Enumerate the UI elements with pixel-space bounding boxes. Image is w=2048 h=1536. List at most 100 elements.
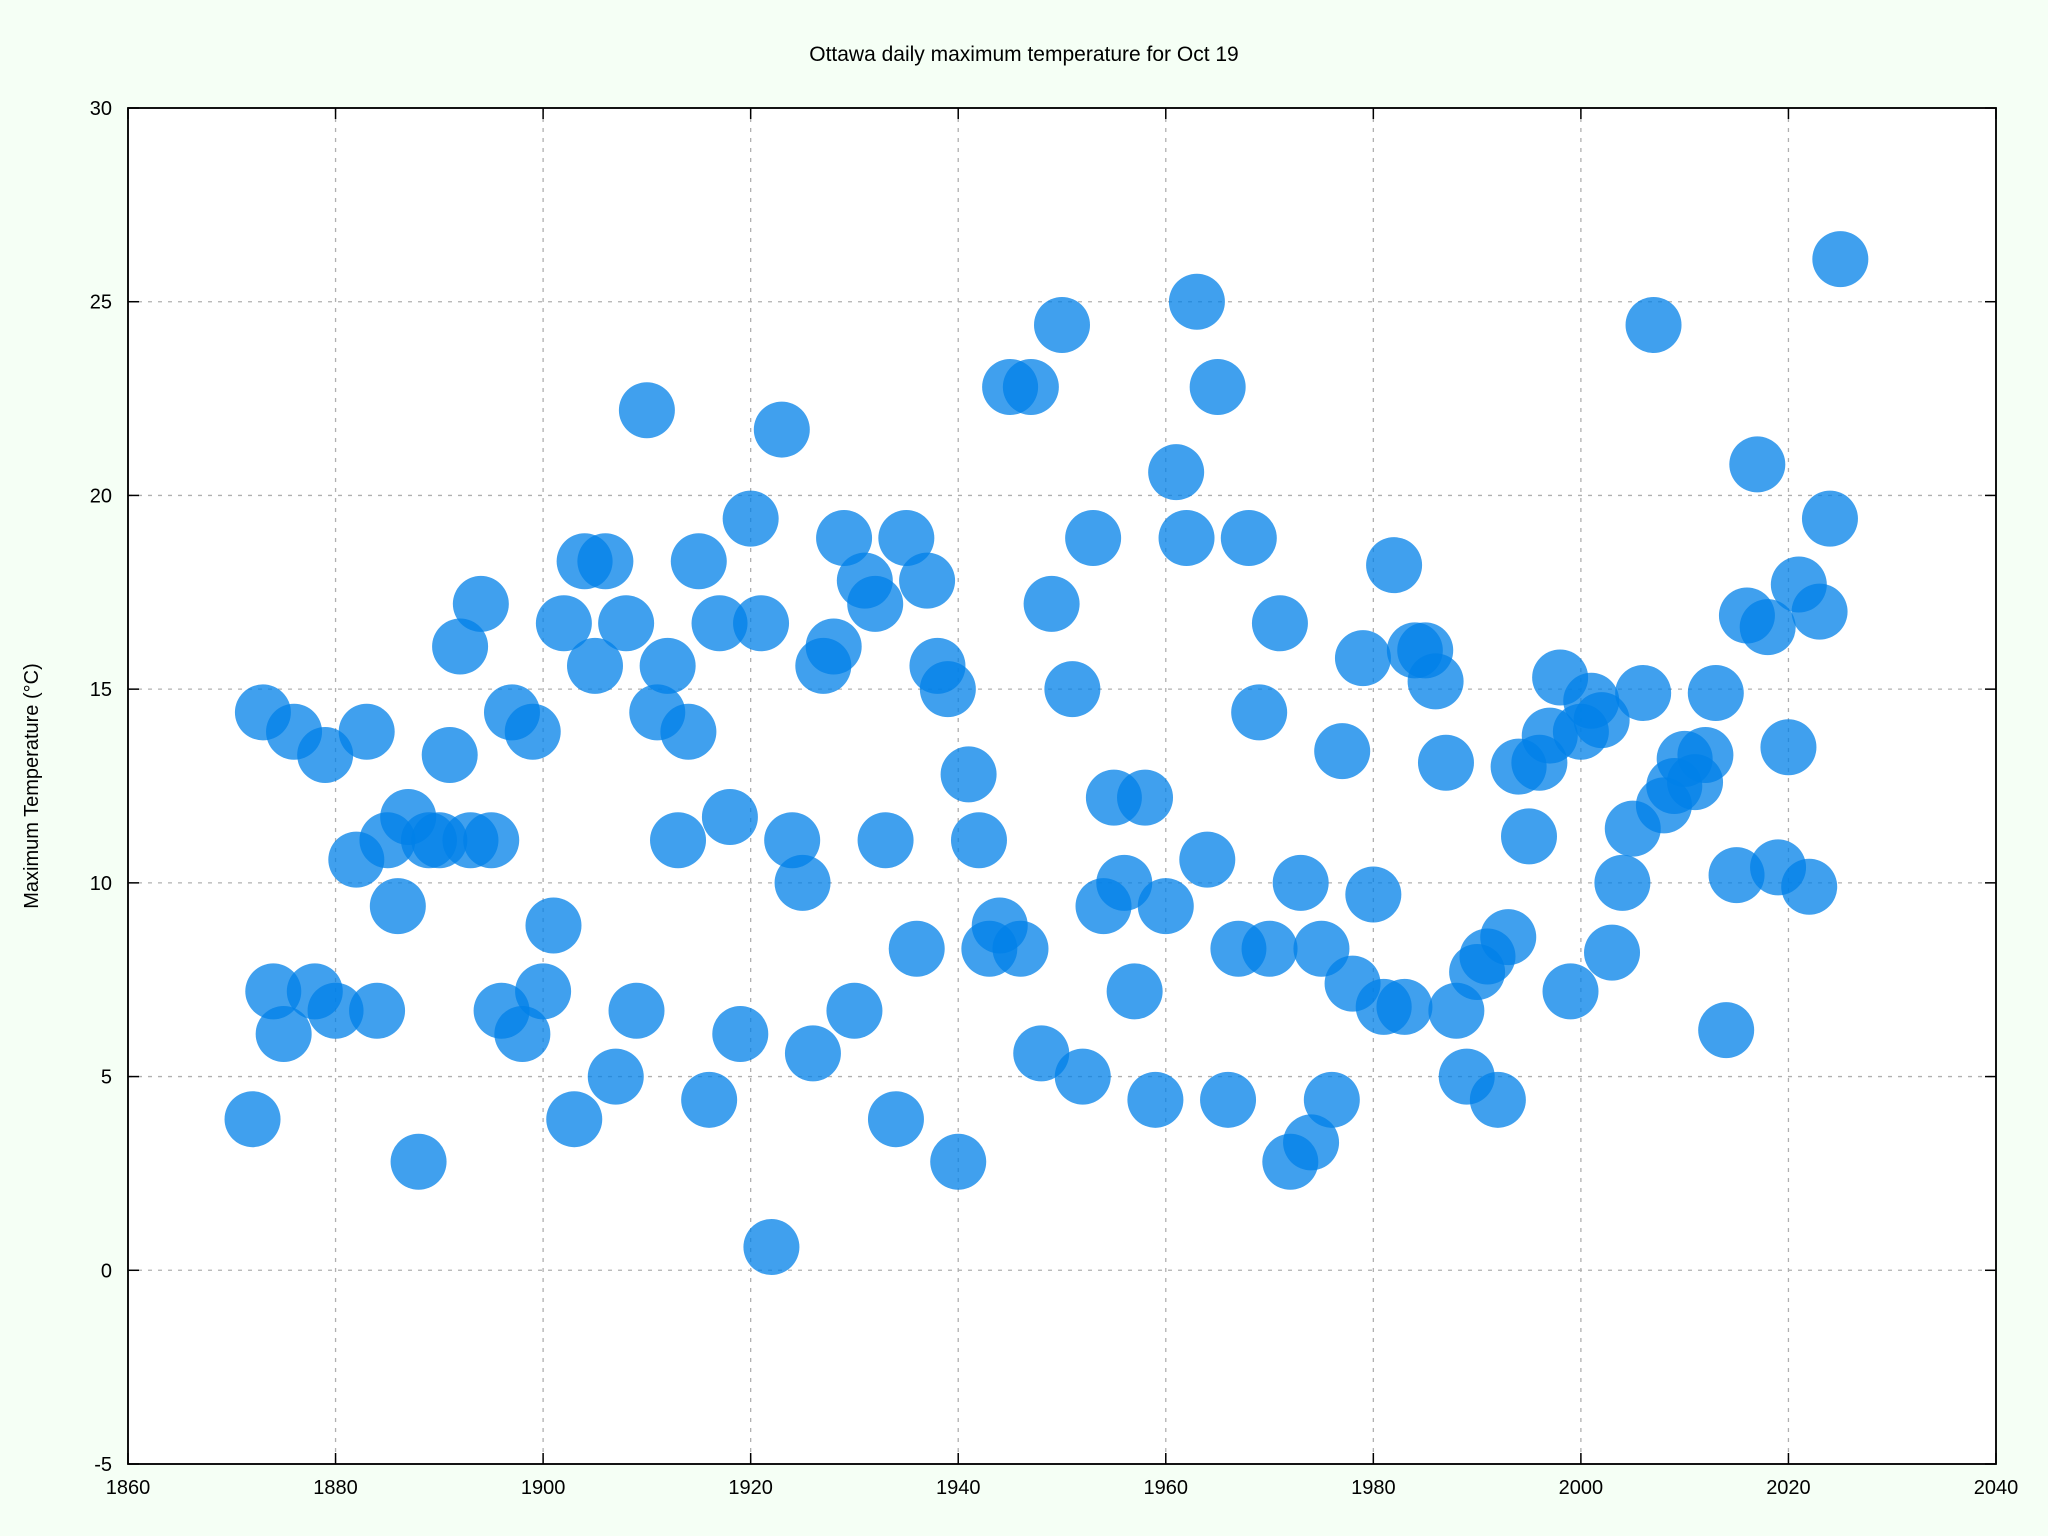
data-point [1573, 692, 1630, 749]
data-point [733, 595, 790, 652]
data-point [660, 703, 717, 760]
data-point [515, 963, 572, 1020]
plot-frame [127, 107, 1997, 1465]
data-point [1148, 444, 1205, 501]
data-point [1241, 920, 1298, 977]
data-point [691, 595, 748, 652]
data-point [1251, 595, 1308, 652]
data-point [1231, 684, 1288, 741]
data-point [1168, 273, 1225, 330]
data-point [421, 727, 478, 784]
y-tick-label: 15 [90, 679, 112, 701]
data-point [940, 746, 997, 803]
x-tick-label: 1900 [521, 1477, 566, 1499]
data-point [349, 982, 406, 1039]
data-point [1044, 661, 1101, 718]
data-point [587, 1048, 644, 1105]
data-point [805, 618, 862, 675]
data-point [1542, 963, 1599, 1020]
x-tick-label: 2040 [1974, 1477, 2019, 1499]
x-tick-label: 1940 [936, 1477, 981, 1499]
data-point [224, 1091, 281, 1148]
data-point [297, 727, 354, 784]
data-point [1781, 858, 1838, 915]
data-point [390, 1133, 447, 1190]
data-point [525, 897, 582, 954]
data-point [1054, 1048, 1111, 1105]
data-point [639, 637, 696, 694]
data-point [1023, 575, 1080, 632]
x-tick-label: 2000 [1559, 1477, 1604, 1499]
data-point [1801, 490, 1858, 547]
y-tick-label: 25 [90, 292, 112, 314]
data-point [1220, 510, 1277, 567]
data-point [681, 1071, 738, 1128]
data-point [1034, 296, 1090, 353]
data-point [1283, 1114, 1340, 1171]
data-points [224, 231, 1869, 1276]
data-point [1002, 358, 1059, 415]
data-point [494, 1005, 551, 1062]
data-point [1376, 978, 1433, 1035]
x-tick-label: 2020 [1766, 1477, 1811, 1499]
data-point [847, 575, 904, 632]
data-point [1480, 909, 1537, 966]
data-point [1594, 854, 1651, 911]
data-point [1625, 296, 1682, 353]
data-point [1303, 1071, 1360, 1128]
y-tick-label: 0 [101, 1260, 112, 1282]
data-point [1501, 808, 1557, 865]
data-point [670, 533, 727, 590]
data-point [888, 920, 945, 977]
y-tick-label: -5 [94, 1454, 112, 1476]
data-point [919, 661, 976, 718]
data-point [1065, 510, 1122, 567]
data-point [245, 963, 302, 1020]
data-point [535, 595, 592, 652]
data-point [764, 812, 821, 869]
data-point [1615, 665, 1672, 722]
data-point [1698, 1002, 1755, 1059]
y-tick-label: 20 [90, 485, 112, 507]
data-point [255, 1005, 312, 1062]
data-point [1687, 665, 1744, 722]
data-point [1708, 847, 1765, 904]
data-point [307, 982, 364, 1039]
data-point [1179, 831, 1236, 888]
x-tick-labels: 1860 1880 1900 1920 1940 1960 1980 2000 2020 2040 [106, 1477, 2019, 1499]
data-point [1812, 231, 1869, 288]
data-point [1791, 583, 1848, 640]
data-point [1739, 599, 1796, 656]
data-point [899, 552, 956, 609]
data-point [1729, 436, 1786, 493]
data-point [1469, 1071, 1526, 1128]
data-point [867, 1091, 924, 1148]
x-tick-label: 1860 [106, 1477, 151, 1499]
data-point [1106, 963, 1163, 1020]
data-point [1345, 866, 1402, 923]
data-point [1314, 723, 1371, 780]
data-point [1117, 769, 1174, 826]
data-point [1584, 924, 1641, 981]
y-tick-label: 30 [90, 98, 112, 120]
y-axis-label: Maximum Temperature (°C) [21, 663, 43, 908]
chart-title: Ottawa daily maximum temperature for Oct… [809, 43, 1239, 66]
data-point [1200, 1071, 1257, 1128]
data-point [1013, 1025, 1070, 1082]
data-point [774, 854, 831, 911]
data-point [369, 878, 426, 935]
x-tick-label: 1960 [1144, 1477, 1189, 1499]
data-point [701, 788, 758, 845]
data-point [567, 637, 623, 694]
data-point [1137, 878, 1194, 935]
data-point [463, 812, 520, 869]
data-point [1677, 727, 1734, 784]
data-point [650, 812, 707, 869]
data-point [753, 401, 810, 458]
data-point [1760, 719, 1817, 776]
data-point [618, 382, 675, 439]
data-point [432, 618, 489, 675]
y-tick-label: 5 [101, 1067, 112, 1089]
data-point [712, 1005, 769, 1062]
data-point [722, 490, 779, 547]
